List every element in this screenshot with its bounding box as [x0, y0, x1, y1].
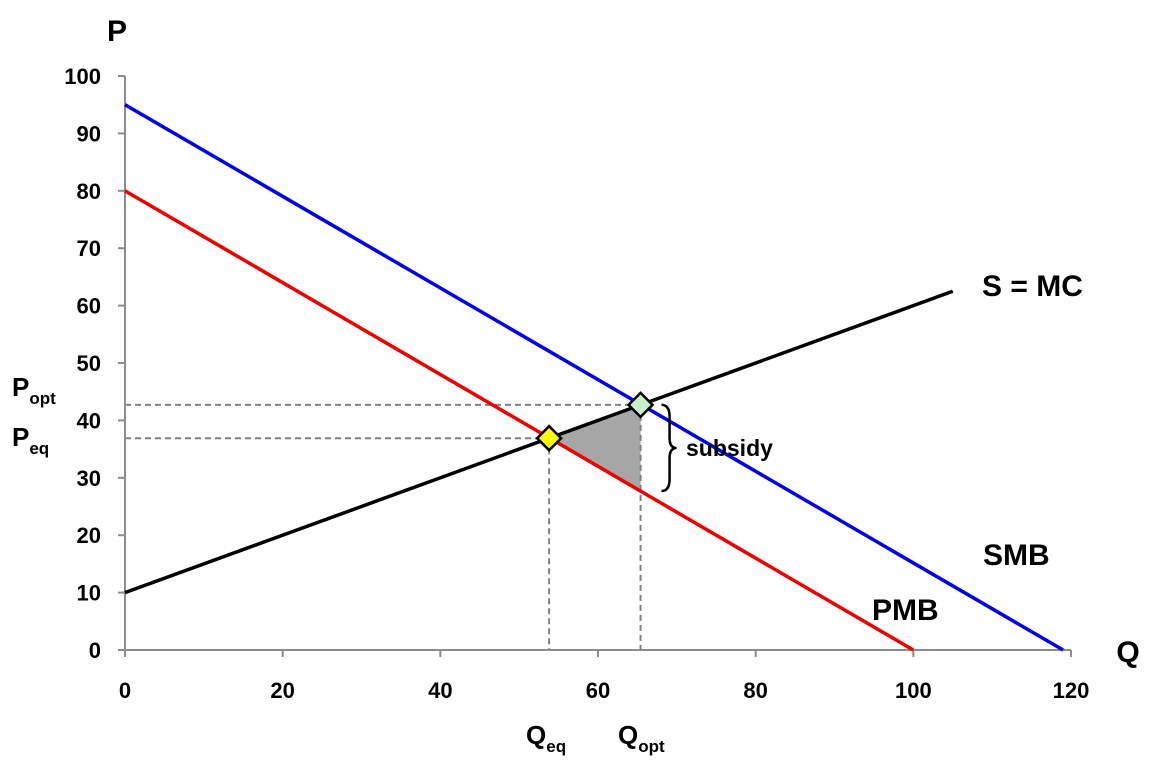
y-tick-label: 80 [77, 179, 101, 204]
smb-line [124, 103, 1064, 652]
x-tick-label: 60 [586, 678, 610, 703]
x-tick-label: 20 [270, 678, 294, 703]
x-tick-label: 120 [1053, 678, 1090, 703]
p-eq-subscript: eq [29, 439, 49, 458]
x-tick-label: 80 [743, 678, 767, 703]
supply-mc-line [124, 289, 954, 595]
p-eq-label: Peq [12, 422, 49, 458]
subsidy-deadweight-area [549, 404, 641, 492]
y-tick-label: 0 [89, 638, 101, 663]
y-tick-label: 40 [77, 408, 101, 433]
pmb-label: PMB [872, 594, 939, 627]
equilibrium-marker [535, 424, 563, 452]
y-tick-label: 20 [77, 523, 101, 548]
q-eq-subscript: eq [546, 737, 566, 756]
y-tick-label: 100 [64, 64, 101, 89]
q-opt-label: Qopt [618, 720, 665, 756]
y-tick-label: 90 [77, 121, 101, 146]
x-axis-title: Q [1116, 636, 1139, 669]
q-eq-label: Qeq [526, 720, 566, 756]
x-tick-label: 100 [895, 678, 932, 703]
x-tick-label: 40 [428, 678, 452, 703]
x-tick-label: 0 [119, 678, 131, 703]
y-tick-label: 70 [77, 236, 101, 261]
subsidy-brace [661, 403, 677, 493]
q-opt-subscript: opt [638, 737, 665, 756]
smb-label: SMB [983, 539, 1050, 572]
p-opt-subscript: opt [29, 389, 56, 408]
pmb-line [124, 189, 915, 652]
y-tick-label: 10 [77, 581, 101, 606]
optimum-marker [626, 391, 655, 419]
supply-mc-label: S = MC [982, 270, 1083, 303]
y-tick-label: 60 [77, 294, 101, 319]
p-opt-label: Popt [12, 372, 56, 408]
subsidy-label: subsidy [686, 435, 773, 461]
y-tick-label: 30 [77, 466, 101, 491]
y-tick-label: 50 [77, 351, 101, 376]
y-axis-title: P [107, 15, 127, 48]
